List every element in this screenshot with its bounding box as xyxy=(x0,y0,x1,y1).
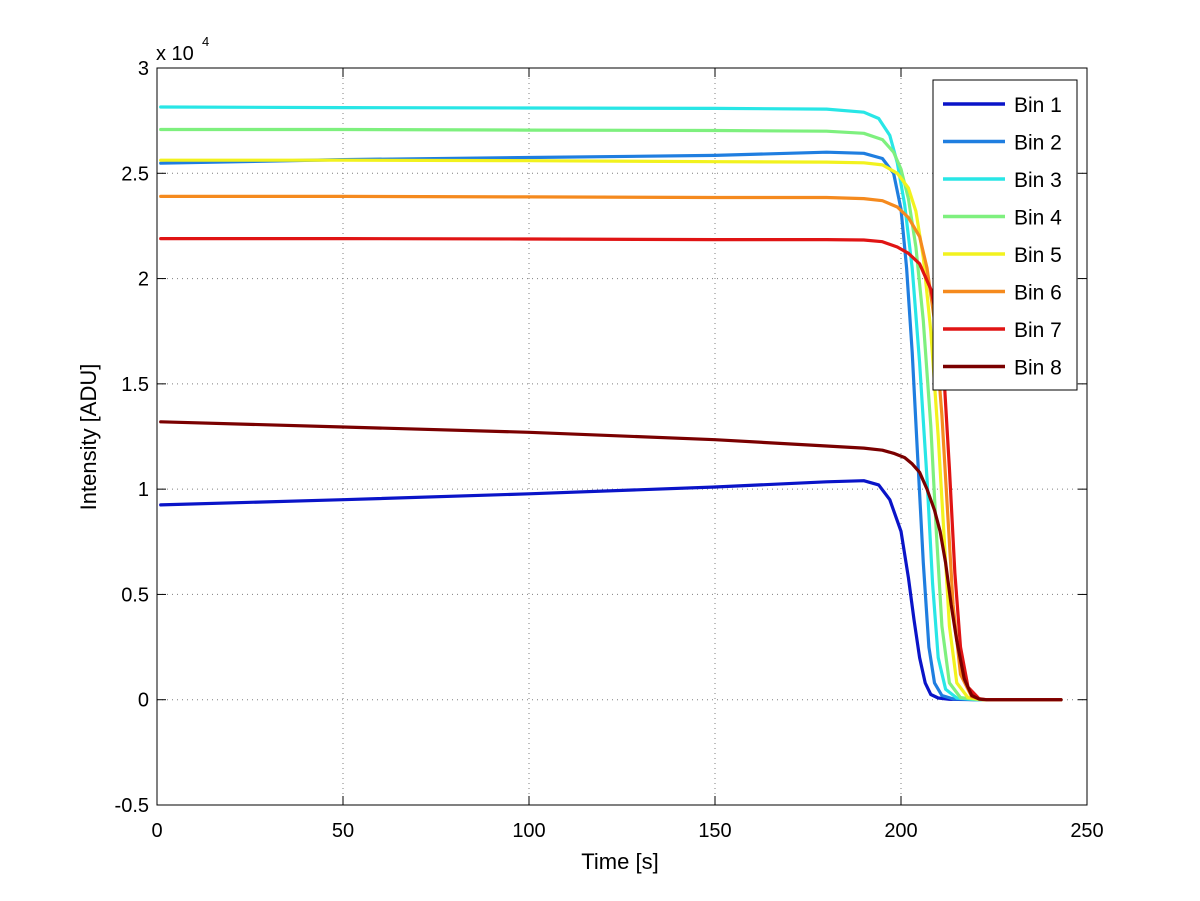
legend: Bin 1 Bin 2 Bin 3 Bin 4 Bin 5 Bin 6 Bin 7 Bin 8 xyxy=(932,79,1078,391)
series-line-bin-3 xyxy=(159,105,1063,702)
legend-label-bin-6: Bin 6 xyxy=(1014,282,1062,305)
legend-label-bin-4: Bin 4 xyxy=(1014,207,1062,230)
legend-label-bin-3: Bin 3 xyxy=(1014,169,1062,192)
y-exponent-base: x 10 xyxy=(156,43,194,65)
y-tick-label: 1 xyxy=(138,479,149,501)
ticks xyxy=(156,67,1088,806)
legend-label-bin-5: Bin 5 xyxy=(1014,244,1062,267)
legend-label-bin-8: Bin 8 xyxy=(1014,357,1062,380)
x-tick-label: 50 xyxy=(332,820,354,842)
series-line-bin-6 xyxy=(159,194,1063,702)
y-tick-labels: -0.5 0 0.5 1 1.5 2 2.5 3 xyxy=(115,58,149,817)
y-tick-label: 3 xyxy=(138,58,149,80)
y-tick-label: 1.5 xyxy=(121,374,149,396)
legend-label-bin-2: Bin 2 xyxy=(1014,132,1062,155)
legend-label-bin-1: Bin 1 xyxy=(1014,94,1062,117)
legend-label-bin-7: Bin 7 xyxy=(1014,319,1062,342)
series-line-bin-8 xyxy=(159,420,1063,702)
y-exponent-power: 4 xyxy=(202,34,209,49)
x-axis-label: Time [s] xyxy=(581,849,658,874)
series-line-bin-5 xyxy=(159,158,1063,702)
series-line-bin-2 xyxy=(159,150,1063,702)
x-tick-label: 100 xyxy=(512,820,545,842)
y-tick-label: 2.5 xyxy=(121,163,149,185)
x-tick-label: 200 xyxy=(884,820,917,842)
x-tick-label: 150 xyxy=(698,820,731,842)
y-tick-label: 0.5 xyxy=(121,584,149,606)
series-line-bin-7 xyxy=(159,237,1063,702)
x-tick-labels: 0 50 100 150 200 250 xyxy=(151,820,1103,842)
plot-frame xyxy=(156,67,1088,806)
series-lines xyxy=(159,105,1063,702)
y-tick-label: 2 xyxy=(138,269,149,291)
x-tick-label: 0 xyxy=(151,820,162,842)
legend-box xyxy=(932,79,1078,391)
series-line-bin-1 xyxy=(159,479,1063,702)
y-tick-label: 0 xyxy=(138,690,149,712)
x-tick-label: 250 xyxy=(1070,820,1103,842)
y-axis-label: Intensity [ADU] xyxy=(76,364,101,511)
y-tick-label: -0.5 xyxy=(115,795,149,817)
series-line-bin-4 xyxy=(159,127,1063,702)
